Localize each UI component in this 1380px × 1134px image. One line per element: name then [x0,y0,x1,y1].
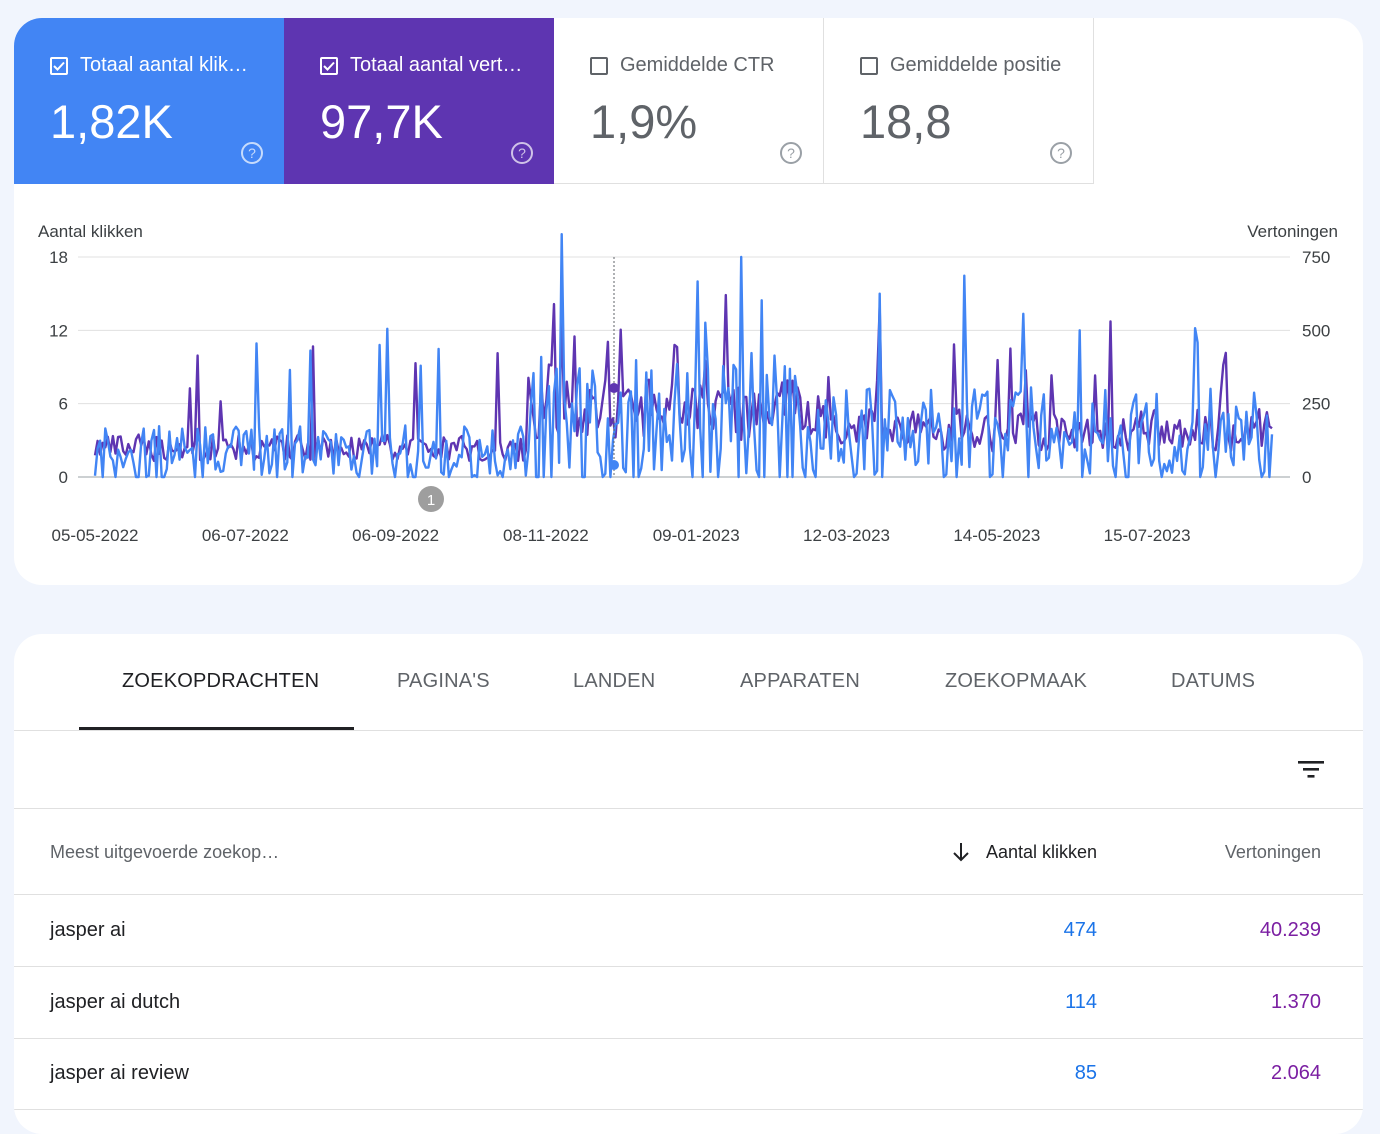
query-cell: jasper ai dutch [50,991,181,1013]
right-tick-label: 0 [1302,468,1311,487]
help-icon[interactable]: ? [510,141,534,165]
table-header: Meest uitgevoerde zoekop… Aantal klikken… [14,809,1363,895]
impressions-series-line [93,293,1273,462]
sort-descending-arrow-icon[interactable] [951,841,971,863]
right-axis-title: Vertoningen [1247,222,1338,241]
svg-text:?: ? [518,145,526,161]
metric-total-impressions[interactable]: Totaal aantal vert… 97,7K ? [284,18,554,184]
x-tick-label: 09-01-2023 [653,526,740,545]
table-row[interactable]: jasper ai dutch 114 1.370 [14,967,1363,1039]
x-tick-label: 15-07-2023 [1104,526,1191,545]
right-tick-label: 750 [1302,248,1330,267]
left-tick-label: 0 [59,468,68,487]
metric-value: 1,9% [590,95,698,148]
x-tick-label: 14-05-2023 [953,526,1040,545]
annotation-marker [418,486,444,512]
checkbox-unchecked-icon[interactable] [590,57,608,75]
right-tick-label: 500 [1302,321,1330,340]
hover-point-clicks [609,460,619,470]
filter-icon[interactable] [1295,753,1327,785]
clicks-cell: 85 [1074,1062,1097,1084]
tab-countries[interactable]: LANDEN [573,670,656,692]
x-tick-label: 12-03-2023 [803,526,890,545]
clicks-series-line [93,233,1274,479]
metric-total-clicks[interactable]: Totaal aantal klik… 1,82K ? [14,18,284,184]
table-toolbar [14,731,1363,809]
metric-average-ctr[interactable]: Gemiddelde CTR 1,9% ? [554,18,824,184]
annotation-label: 1 [427,492,435,509]
active-tab-indicator [79,727,354,730]
impressions-cell: 2.064 [1270,1062,1321,1084]
metric-average-position[interactable]: Gemiddelde positie 18,8 ? [824,18,1094,184]
left-tick-label: 6 [59,395,68,414]
help-icon[interactable]: ? [1049,141,1073,165]
tab-search-appearance[interactable]: ZOEKOPMAAK [945,670,1088,692]
clicks-cell: 114 [1065,991,1097,1013]
svg-text:?: ? [248,145,256,161]
queries-table-card: ZOEKOPDRACHTEN PAGINA'S LANDEN APPARATEN… [14,634,1363,1134]
hover-point-impressions [609,383,619,393]
checkbox-unchecked-icon[interactable] [860,57,878,75]
table-row[interactable]: jasper ai 474 40.239 [14,895,1363,967]
svg-text:?: ? [1057,145,1065,161]
help-icon[interactable]: ? [240,141,264,165]
column-header-query[interactable]: Meest uitgevoerde zoekop… [50,842,280,862]
metric-value: 97,7K [320,95,443,148]
x-tick-label: 08-11-2022 [503,526,589,545]
metric-value: 1,82K [50,95,173,148]
table-row[interactable]: jasper ai review 85 2.064 [14,1038,1363,1110]
impressions-cell: 1.370 [1270,991,1321,1013]
right-tick-label: 250 [1302,395,1330,414]
checkbox-checked-icon[interactable] [50,57,68,75]
help-icon[interactable]: ? [779,141,803,165]
dimension-tabs: ZOEKOPDRACHTEN PAGINA'S LANDEN APPARATEN… [14,634,1363,731]
performance-chart-card: Totaal aantal klik… 1,82K ? Totaal aanta… [14,18,1363,585]
checkbox-checked-icon[interactable] [320,57,338,75]
left-tick-label: 18 [49,248,68,267]
column-header-impressions[interactable]: Vertoningen [1224,842,1321,862]
tab-dates[interactable]: DATUMS [1171,670,1256,692]
left-tick-label: 12 [49,321,68,340]
impressions-cell: 40.239 [1259,919,1321,941]
tab-pages[interactable]: PAGINA'S [397,670,490,692]
clicks-cell: 474 [1063,919,1097,941]
left-axis-title: Aantal klikken [38,222,143,241]
tab-devices[interactable]: APPARATEN [740,670,860,692]
tab-queries[interactable]: ZOEKOPDRACHTEN [122,670,320,692]
svg-text:?: ? [787,145,795,161]
query-cell: jasper ai review [50,1062,189,1084]
x-tick-label: 05-05-2022 [52,526,139,545]
x-tick-label: 06-07-2022 [202,526,289,545]
query-cell: jasper ai [50,919,126,941]
line-chart[interactable]: Aantal klikken Vertoningen 0 0 6 250 12 500 18 75… [14,18,1363,585]
column-header-clicks[interactable]: Aantal klikken [985,842,1097,862]
x-tick-label: 06-09-2022 [352,526,439,545]
metric-value: 18,8 [860,95,952,148]
